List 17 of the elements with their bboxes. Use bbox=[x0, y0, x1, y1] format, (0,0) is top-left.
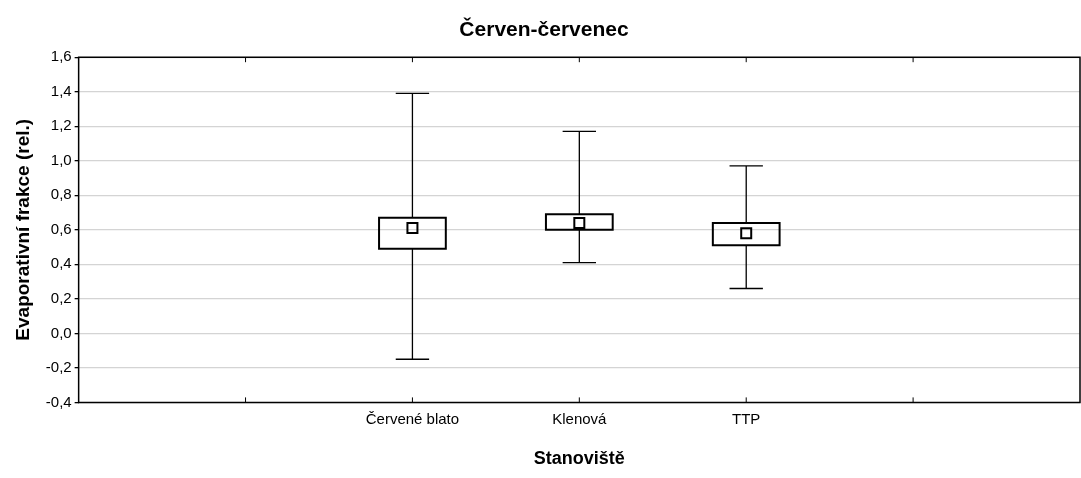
y-axis-title: Evaporativní frakce (rel.) bbox=[11, 118, 33, 341]
x-tick-label: TTP bbox=[732, 409, 761, 427]
x-tick-label: Klenová bbox=[552, 409, 608, 427]
x-tick-label: Červené blato bbox=[365, 409, 460, 427]
y-tick-label: 0,6 bbox=[50, 219, 72, 237]
y-tick-label: 0,2 bbox=[50, 288, 72, 306]
y-tick-label: 1,2 bbox=[50, 116, 72, 134]
y-tick-label: 0,0 bbox=[50, 323, 72, 341]
y-tick-label: -0,2 bbox=[45, 358, 72, 376]
y-tick-label: 1,0 bbox=[50, 150, 72, 168]
chart-title: Červen-červenec bbox=[459, 17, 629, 41]
y-tick-label: 0,8 bbox=[50, 185, 72, 203]
y-tick-label: 1,6 bbox=[50, 47, 72, 65]
x-axis-title: Stanoviště bbox=[533, 448, 625, 469]
y-tick-label: 0,4 bbox=[50, 254, 72, 272]
y-tick-label: -0,4 bbox=[45, 392, 72, 410]
y-tick-label: 1,4 bbox=[50, 81, 72, 99]
